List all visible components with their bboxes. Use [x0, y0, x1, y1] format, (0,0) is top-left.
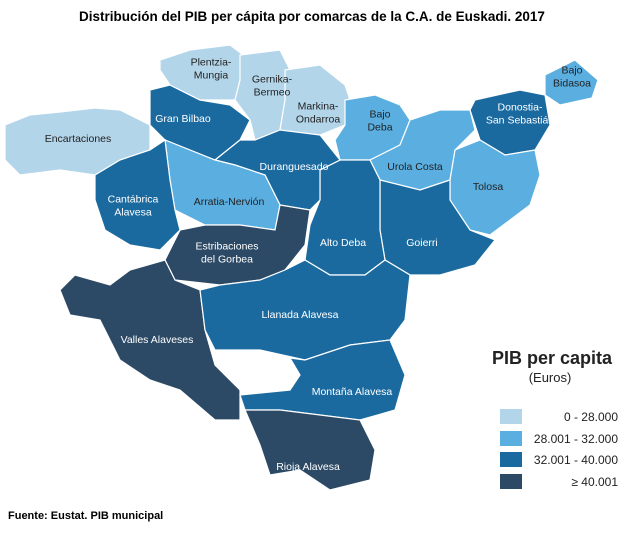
source: Fuente: Eustat. PIB municipal	[8, 510, 163, 522]
legend-subtitle: (Euros)	[529, 370, 572, 385]
region-label: Cantábrica	[108, 194, 159, 206]
region-label: San Sebastián	[486, 115, 554, 127]
region-label: Bajo	[561, 65, 582, 77]
region-label: Urola Costa	[387, 161, 443, 173]
region-label: Ondarroa	[296, 114, 341, 126]
region-label: Bidasoa	[553, 78, 591, 90]
region-label: Donostia-	[498, 102, 543, 114]
legend-swatch	[500, 474, 522, 489]
region	[544, 59, 599, 106]
region-label: Deba	[367, 122, 392, 134]
region	[59, 259, 241, 421]
map-title: Distribución del PIB per cápita por coma…	[79, 9, 545, 24]
region-label: Encartaciones	[45, 133, 112, 145]
legend-swatch	[500, 431, 522, 446]
region-label: Markina-	[298, 101, 339, 113]
region-label: Arratia-Nervión	[194, 196, 265, 208]
region-label: Valles Alaveses	[121, 334, 194, 346]
region-label: Montaña Alavesa	[312, 386, 393, 398]
region-label: Estribaciones	[195, 241, 258, 253]
region	[94, 138, 181, 251]
region-label: Rioja Alavesa	[276, 461, 340, 473]
legend: 0 - 28.000 28.001 - 32.000 32.001 - 40.000…	[500, 409, 618, 489]
region	[199, 259, 411, 361]
region-label: Gernika-	[252, 74, 293, 86]
region-label: Tolosa	[473, 181, 504, 193]
legend-label: 28.001 - 32.000	[534, 432, 618, 446]
region-label: Mungia	[194, 70, 229, 82]
legend-title: PIB per capita	[492, 348, 613, 368]
region	[244, 409, 376, 491]
region-label: Goierri	[406, 237, 438, 249]
region-labels: Encartaciones Gran Bilbao Plentzia-Mungia G…	[45, 57, 591, 474]
region-label: Llanada Alavesa	[261, 309, 338, 321]
legend-label: 0 - 28.000	[564, 410, 618, 424]
legend-label: ≥ 40.001	[571, 475, 618, 489]
regions	[4, 44, 599, 491]
region-label: Bermeo	[254, 87, 291, 99]
region-label: Gran Bilbao	[155, 113, 211, 125]
legend-swatch	[500, 409, 522, 424]
legend-swatch	[500, 452, 522, 467]
region-label: Bajo	[369, 109, 390, 121]
region-label: Alto Deba	[320, 237, 366, 249]
region-label: Duranguesado	[260, 161, 329, 173]
region	[279, 64, 351, 136]
legend-label: 32.001 - 40.000	[534, 453, 618, 467]
region-label: del Gorbea	[201, 254, 253, 266]
region-label: Alavesa	[114, 207, 152, 219]
region-label: Plentzia-	[191, 57, 232, 69]
